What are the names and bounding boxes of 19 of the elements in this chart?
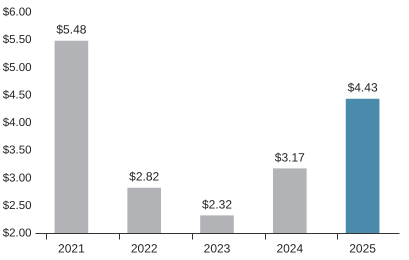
data-label: $2.32 [202, 197, 232, 212]
x-tick-label: 2021 [58, 242, 86, 256]
y-tick-label: $3.50 [2, 144, 32, 157]
data-label: $2.82 [129, 170, 160, 184]
data-label: $4.43 [348, 80, 378, 95]
y-tick-label: $5.00 [2, 62, 32, 74]
y-tick-label: $6.00 [2, 6, 32, 18]
x-tick-label: 2023 [204, 242, 231, 256]
y-tick-label: $5.50 [2, 34, 32, 46]
y-tick-label: $4.50 [2, 89, 32, 102]
x-tick-label: 2024 [276, 242, 304, 256]
y-tick-label: $2.50 [2, 200, 32, 212]
x-tick-label: 2022 [130, 242, 158, 256]
y-tick-label: $3.00 [2, 172, 32, 184]
x-tick-label: 2025 [349, 242, 376, 256]
y-tick-label: $2.00 [2, 228, 32, 240]
data-label: $5.48 [56, 22, 87, 37]
y-tick-label: $4.00 [2, 117, 32, 129]
data-label: $3.17 [274, 150, 306, 164]
